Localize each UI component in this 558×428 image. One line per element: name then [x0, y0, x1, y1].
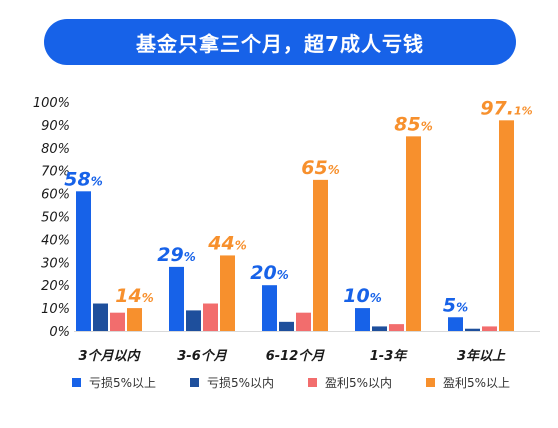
- chart-title: 基金只拿三个月，超7成人亏钱: [136, 31, 424, 56]
- bar: [406, 136, 421, 331]
- bar: [448, 317, 463, 331]
- legend-item: 盈利5%以内: [308, 374, 426, 391]
- y-tick-label: 30%: [41, 256, 70, 271]
- data-label: 85%: [394, 113, 432, 135]
- data-label: 97.1%: [480, 97, 532, 119]
- y-tick-label: 10%: [41, 302, 70, 317]
- data-label: 5%: [443, 294, 468, 316]
- category-label: 3-6个月: [177, 348, 227, 364]
- legend-item: 盈利5%以上: [426, 374, 544, 391]
- y-tick-label: 90%: [41, 119, 70, 134]
- bar: [186, 310, 201, 331]
- bar: [482, 326, 497, 331]
- chart-title-banner: 基金只拿三个月，超7成人亏钱: [44, 19, 516, 65]
- bar: [355, 308, 370, 331]
- y-tick-label: 80%: [41, 142, 70, 157]
- bar: [203, 303, 218, 331]
- y-tick-label: 100%: [33, 96, 70, 111]
- y-tick-label: 40%: [41, 233, 70, 248]
- bar: [262, 285, 277, 331]
- bar: [93, 303, 108, 331]
- bar: [465, 328, 480, 331]
- category-label: 1-3年: [370, 348, 408, 364]
- chart-legend: 亏损5%以上 亏损5%以内 盈利5%以内 盈利5%以上: [72, 374, 544, 391]
- y-tick-label: 0%: [49, 325, 70, 340]
- bar: [220, 255, 235, 331]
- legend-label: 盈利5%以内: [325, 376, 393, 390]
- y-tick-label: 50%: [41, 211, 70, 226]
- bar: [279, 321, 294, 331]
- y-tick-label: 60%: [41, 188, 70, 203]
- category-label: 3个月以内: [78, 348, 141, 364]
- category-label: 3年以上: [457, 348, 506, 364]
- data-label: 10%: [343, 285, 381, 307]
- legend-swatch: [426, 378, 435, 387]
- bar: [389, 324, 404, 331]
- bar: [313, 179, 328, 331]
- legend-label: 亏损5%以内: [207, 376, 275, 390]
- y-tick-label: 20%: [41, 279, 70, 294]
- bar: [499, 120, 514, 331]
- data-label: 20%: [250, 262, 288, 284]
- bar: [110, 312, 125, 331]
- legend-item: 亏损5%以内: [190, 374, 308, 391]
- bar: [169, 266, 184, 331]
- y-tick-label: 70%: [41, 165, 70, 180]
- data-label: 58%: [64, 168, 102, 190]
- legend-swatch: [72, 378, 81, 387]
- bar: [76, 191, 91, 331]
- legend-label: 亏损5%以上: [89, 376, 157, 390]
- data-label: 44%: [207, 232, 246, 254]
- data-label: 14%: [115, 285, 153, 307]
- legend-item: 亏损5%以上: [72, 374, 190, 391]
- bar: [372, 326, 387, 331]
- data-label: 65%: [301, 157, 339, 179]
- data-label: 29%: [157, 244, 195, 266]
- bar: [296, 312, 311, 331]
- legend-label: 盈利5%以上: [443, 376, 511, 390]
- legend-swatch: [190, 378, 199, 387]
- category-label: 6-12个月: [266, 348, 326, 364]
- legend-swatch: [308, 378, 317, 387]
- bar: [127, 308, 142, 331]
